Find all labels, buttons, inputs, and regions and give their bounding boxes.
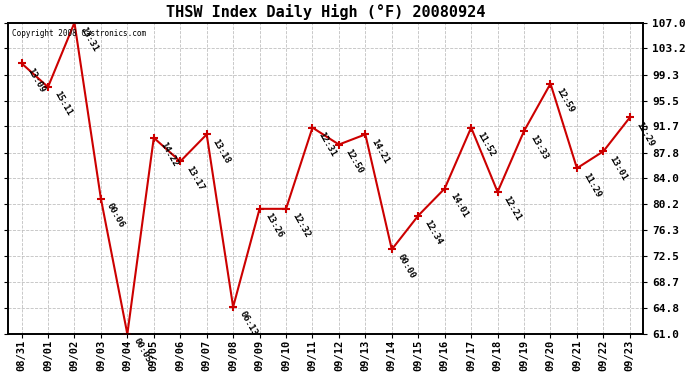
Text: 12:34: 12:34 [422, 218, 444, 246]
Text: 13:09: 13:09 [26, 66, 47, 94]
Text: 13:17: 13:17 [184, 164, 206, 192]
Text: 00:05: 00:05 [132, 337, 152, 364]
Text: 12:29: 12:29 [634, 120, 656, 148]
Text: 13:31: 13:31 [79, 26, 100, 53]
Title: THSW Index Daily High (°F) 20080924: THSW Index Daily High (°F) 20080924 [166, 4, 485, 20]
Text: 00:00: 00:00 [396, 252, 417, 280]
Text: 00:06: 00:06 [105, 201, 126, 229]
Text: 12:32: 12:32 [290, 211, 311, 239]
Text: 14:21: 14:21 [370, 137, 391, 165]
Text: 06:13: 06:13 [237, 310, 259, 338]
Text: 12:59: 12:59 [555, 86, 576, 114]
Text: Copyright 2008 Castronics.com: Copyright 2008 Castronics.com [12, 29, 146, 38]
Text: 15:11: 15:11 [52, 90, 73, 118]
Text: 14:22: 14:22 [158, 141, 179, 168]
Text: 13:01: 13:01 [608, 154, 629, 182]
Text: 12:31: 12:31 [317, 130, 338, 158]
Text: 11:29: 11:29 [581, 171, 602, 199]
Text: 14:01: 14:01 [449, 191, 470, 219]
Text: 11:52: 11:52 [475, 130, 497, 158]
Text: 13:26: 13:26 [264, 211, 285, 239]
Text: 13:18: 13:18 [211, 137, 232, 165]
Text: 13:33: 13:33 [529, 134, 549, 162]
Text: 12:50: 12:50 [343, 147, 364, 175]
Text: 12:21: 12:21 [502, 195, 523, 222]
